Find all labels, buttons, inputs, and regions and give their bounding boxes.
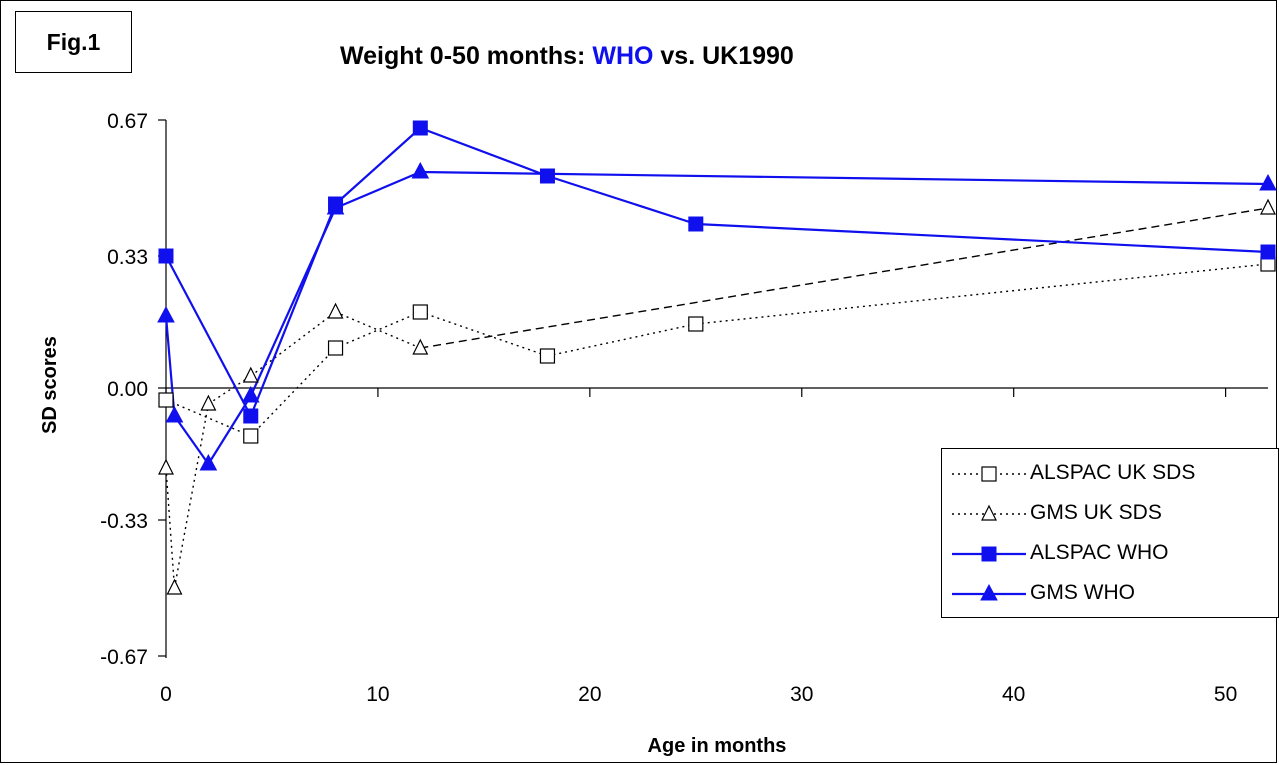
- y-tick-label: -0.33: [100, 510, 148, 533]
- gms-who-segment: [420, 170, 1269, 186]
- y-tick-label: -0.67: [100, 646, 148, 669]
- legend-swatch: [952, 466, 1026, 482]
- y-tick-label: 0.00: [107, 378, 148, 401]
- legend-marker: [981, 546, 997, 562]
- gms-who-point: [1259, 173, 1277, 191]
- alspac-who-point: [539, 168, 555, 184]
- gms-uk-sds-point: [327, 302, 344, 319]
- alspac-uk-sds-segment: [695, 263, 1269, 325]
- legend-label: GMS UK SDS: [1030, 501, 1162, 524]
- alspac-who-segment: [547, 174, 697, 226]
- alspac-uk-sds-point: [327, 340, 344, 356]
- alspac-who-point: [1260, 244, 1276, 260]
- alspac-uk-sds-point: [412, 304, 428, 320]
- alspac-who-segment: [334, 127, 422, 205]
- legend-label: ALSPAC UK SDS: [1030, 461, 1196, 484]
- series-markers: [157, 120, 1277, 595]
- legend-swatch: [952, 504, 1026, 521]
- alspac-uk-sds-point: [688, 316, 704, 332]
- x-tick-label: 40: [1002, 683, 1025, 706]
- alspac-who-point: [158, 248, 174, 264]
- legend-item-gms-uk-sds: GMS UK SDS: [942, 495, 1272, 533]
- gms-who-segment: [173, 415, 210, 465]
- gms-who-segment: [335, 170, 421, 210]
- alspac-who-segment: [165, 255, 252, 417]
- alspac-uk-sds-point: [243, 428, 259, 444]
- legend-marker: [981, 504, 997, 521]
- legend-label: GMS WHO: [1030, 581, 1135, 604]
- alspac-who-segment: [419, 126, 548, 178]
- gms-uk-sds-point: [1260, 198, 1276, 215]
- x-tick-label: 20: [578, 683, 601, 706]
- gms-uk-sds-point: [242, 366, 259, 383]
- gms-uk-sds-point: [200, 394, 217, 411]
- gms-who-point: [165, 405, 184, 423]
- alspac-uk-sds-segment: [420, 311, 548, 357]
- gms-who-point: [411, 161, 430, 179]
- gms-who-point: [241, 385, 260, 403]
- alspac-uk-sds-segment: [547, 323, 696, 357]
- x-axis-title: Age in months: [648, 735, 787, 757]
- gms-who-segment: [207, 395, 252, 465]
- legend-swatch: [952, 546, 1026, 562]
- legend-label: ALSPAC WHO: [1030, 541, 1169, 564]
- gms-uk-sds-segment: [420, 207, 1269, 349]
- legend-marker: [981, 466, 997, 482]
- alspac-who-point: [412, 120, 428, 136]
- alspac-uk-sds-point: [158, 392, 174, 408]
- legend-item-alspac-uk-sds: ALSPAC UK SDS: [942, 455, 1272, 493]
- gms-uk-sds-point: [166, 578, 183, 595]
- alspac-who-segment: [695, 222, 1269, 254]
- x-tick-label: 0: [160, 683, 172, 706]
- chart-title-highlight: WHO: [592, 42, 654, 70]
- legend-item-alspac-who: ALSPAC WHO: [942, 535, 1272, 573]
- x-tick-label: 50: [1214, 683, 1237, 706]
- gms-uk-sds-point: [158, 458, 174, 475]
- gms-who-segment: [249, 207, 337, 397]
- chart-title: Weight 0-50 months: WHO vs. UK1990: [340, 42, 794, 71]
- gms-who-point: [157, 305, 175, 323]
- chart-title-suffix: vs. UK1990: [653, 42, 794, 70]
- y-tick-label: 0.67: [107, 110, 148, 133]
- gms-uk-sds-point: [412, 338, 429, 355]
- axes: 0.67 0.33 0.00 -0.33 -0.67 0 10 20 30 40 50: [100, 110, 1268, 706]
- alspac-who-point: [688, 216, 704, 232]
- x-tick-label: 30: [790, 683, 813, 706]
- gms-uk-sds-segment: [173, 403, 210, 589]
- legend-item-gms-who: GMS WHO: [942, 575, 1272, 613]
- series-lines: [164, 126, 1269, 589]
- legend-marker: [980, 583, 998, 601]
- gms-uk-sds-segment: [165, 467, 176, 589]
- gms-who-point: [326, 197, 345, 215]
- figure-label: Fig.1: [15, 11, 132, 73]
- y-axis-title: SD scores: [39, 336, 61, 434]
- gms-uk-sds-segment: [207, 375, 252, 405]
- gms-who-point: [199, 453, 218, 471]
- chart-title-prefix: Weight 0-50 months:: [340, 42, 593, 70]
- alspac-uk-sds-point: [539, 348, 556, 364]
- x-tick-label: 10: [366, 683, 389, 706]
- legend-swatch: [952, 583, 1026, 601]
- y-tick-label: 0.33: [107, 246, 148, 269]
- legend: ALSPAC UK SDS GMS UK SDS ALSPAC WHO GMS WHO: [941, 448, 1279, 618]
- alspac-who-point: [243, 408, 259, 424]
- alspac-uk-sds-segment: [250, 347, 337, 437]
